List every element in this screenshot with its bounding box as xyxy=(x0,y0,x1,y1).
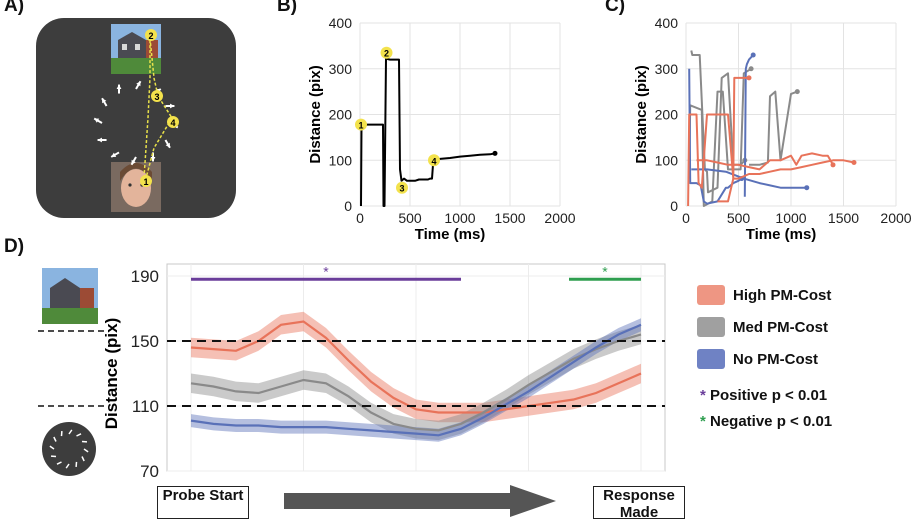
x-tick-label: 0 xyxy=(682,210,690,226)
series-endpoint xyxy=(747,75,752,80)
y-tick-label: 190 xyxy=(131,267,159,286)
legend-note-positive: Positive p < 0.01 xyxy=(710,387,827,404)
house-photo-icon xyxy=(40,266,100,326)
y-tick-label: 400 xyxy=(655,15,679,31)
y-tick-label: 70 xyxy=(140,462,159,481)
trajectory-marker-1: 1 xyxy=(140,175,152,187)
annotation-label: 3 xyxy=(399,184,404,194)
legend-label-high: High PM-Cost xyxy=(733,287,831,304)
series-endpoint xyxy=(831,162,836,167)
y-axis-label: Distance (pix) xyxy=(633,65,650,163)
y-tick-label: 150 xyxy=(131,332,159,351)
chart-d: 70 110 150 190 Distance (pix) * * xyxy=(100,258,675,488)
series-endpoint xyxy=(795,89,800,94)
trajectory-marker-3: 3 xyxy=(151,90,163,102)
trajectory-marker-4: 4 xyxy=(167,116,179,128)
y-tick-label: 300 xyxy=(329,61,353,77)
chart-c: 0 500 1000 1500 2000 0 100 200 300 400 Time (ms) Di… xyxy=(618,8,913,248)
annotation-label: 1 xyxy=(358,121,363,131)
response-made-label: Response Made xyxy=(603,487,675,519)
y-tick-label: 100 xyxy=(655,152,679,168)
arrow-ring-icon xyxy=(40,420,98,478)
series-endpoint xyxy=(751,53,756,58)
trajectory-marker-2: 2 xyxy=(145,29,157,41)
series-endpoint xyxy=(852,160,857,165)
y-tick-label: 400 xyxy=(329,15,353,31)
legend-label-no: No PM-Cost xyxy=(733,351,818,368)
annotation-label: 4 xyxy=(431,156,436,166)
x-tick-label: 500 xyxy=(398,210,422,226)
y-tick-label: 200 xyxy=(329,107,353,123)
x-tick-label: 1000 xyxy=(775,210,806,226)
x-tick-label: 500 xyxy=(727,210,751,226)
y-tick-label: 200 xyxy=(655,107,679,123)
y-tick-label: 110 xyxy=(132,397,159,416)
x-axis-label: Time (ms) xyxy=(415,226,486,243)
series-endpoint xyxy=(804,185,809,190)
probe-start-label: Probe Start xyxy=(163,487,244,504)
y-tick-label: 100 xyxy=(329,152,353,168)
y-tick-label: 0 xyxy=(344,198,352,214)
legend-star-negative: * xyxy=(700,413,706,430)
svg-text:4: 4 xyxy=(170,118,175,128)
y-axis-label: Distance (pix) xyxy=(102,318,121,429)
x-tick-label: 0 xyxy=(356,210,364,226)
x-tick-label: 1500 xyxy=(828,210,859,226)
x-tick-label: 2000 xyxy=(880,210,911,226)
y-axis-label: Distance (pix) xyxy=(307,65,324,163)
legend-star-positive: * xyxy=(700,387,706,404)
series-endpoint xyxy=(493,151,498,156)
legend-swatch-no xyxy=(697,349,725,369)
panel-letter-d: D) xyxy=(4,236,24,258)
chart-b: 0 500 1000 1500 2000 0 100 200 300 400 Time (ms) Di… xyxy=(290,8,575,248)
y-tick-label: 300 xyxy=(655,61,679,77)
probe-start-box: Probe Start xyxy=(157,486,249,519)
x-axis-label: Time (ms) xyxy=(746,226,817,243)
task-screen: 1 2 3 4 xyxy=(36,18,236,218)
significance-star: * xyxy=(323,263,329,279)
series-endpoint xyxy=(749,66,754,71)
time-arrow xyxy=(280,485,560,517)
x-tick-label: 1000 xyxy=(444,210,475,226)
annotation-label: 2 xyxy=(384,49,389,59)
legend-swatch-high xyxy=(697,285,725,305)
significance-star: * xyxy=(602,263,608,279)
svg-text:1: 1 xyxy=(143,177,148,187)
response-made-box: Response Made xyxy=(593,486,685,519)
svg-text:3: 3 xyxy=(154,92,159,102)
legend-label-med: Med PM-Cost xyxy=(733,319,828,336)
panel-letter-a: A) xyxy=(4,0,24,17)
x-tick-label: 1500 xyxy=(494,210,525,226)
legend-note-negative: Negative p < 0.01 xyxy=(710,413,832,430)
y-tick-label: 0 xyxy=(670,198,678,214)
side-reference-lines xyxy=(36,324,106,414)
legend-swatch-med xyxy=(697,317,725,337)
svg-text:2: 2 xyxy=(148,31,153,41)
face-photo xyxy=(111,162,161,212)
x-tick-label: 2000 xyxy=(544,210,575,226)
